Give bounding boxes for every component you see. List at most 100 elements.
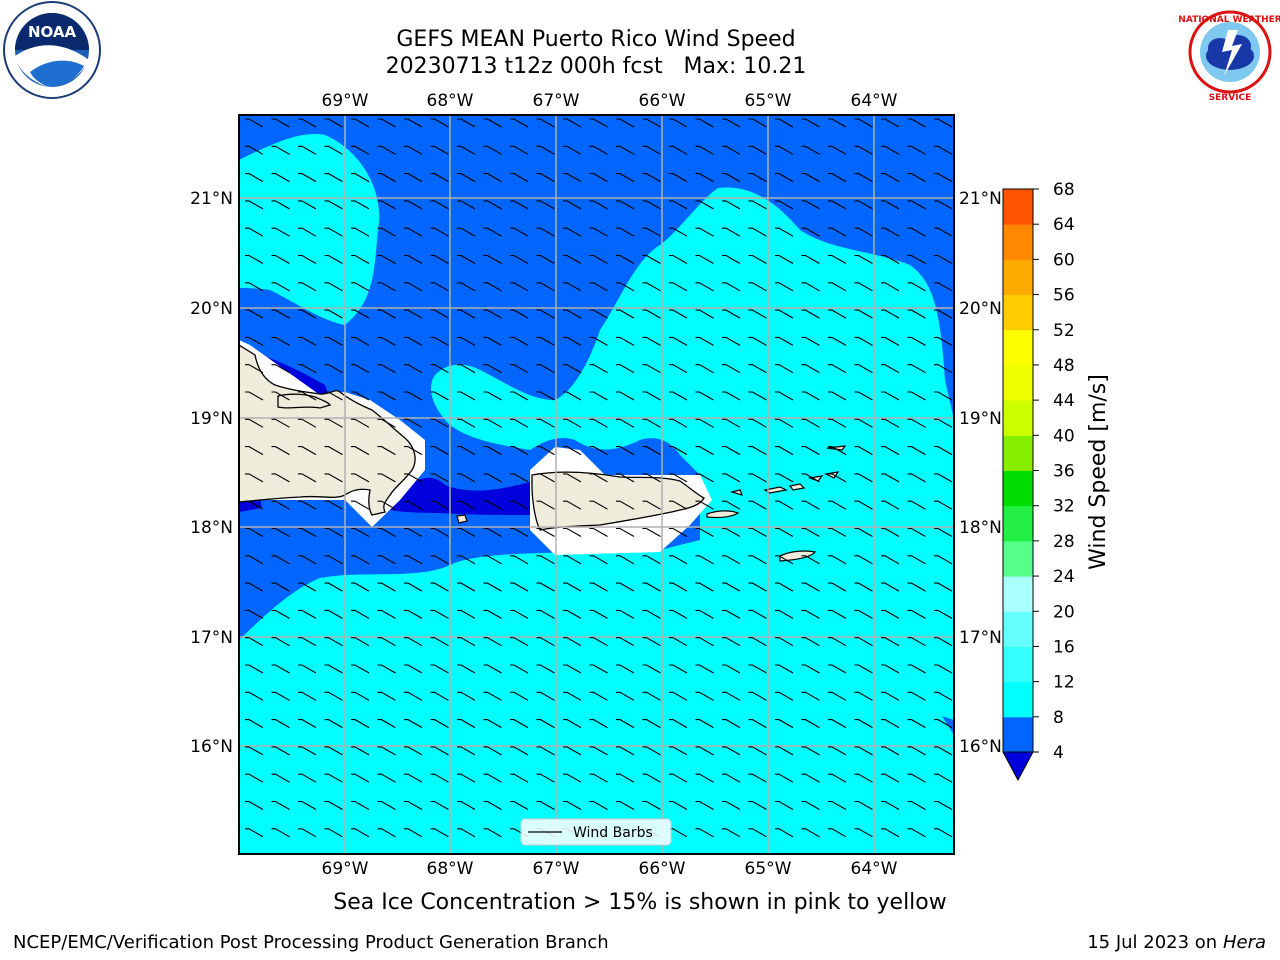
wind-barb bbox=[483, 719, 502, 729]
wind-barb bbox=[351, 473, 370, 483]
wind-barb bbox=[351, 719, 370, 729]
wind-barb bbox=[245, 473, 264, 483]
wind-barb bbox=[324, 500, 343, 510]
wind-barb bbox=[457, 527, 476, 537]
wind-barb bbox=[271, 173, 290, 183]
wind-barb bbox=[324, 254, 343, 264]
wind-barb bbox=[748, 118, 767, 128]
wind-barb bbox=[907, 828, 926, 838]
wind-barb bbox=[616, 200, 635, 210]
wind-barb bbox=[669, 200, 688, 210]
wind-barb bbox=[881, 609, 900, 619]
wind-barb bbox=[589, 800, 608, 810]
st-croix-island bbox=[779, 550, 817, 562]
wind-barb bbox=[377, 227, 396, 237]
wind-barb bbox=[854, 582, 873, 592]
wind-barb bbox=[881, 309, 900, 319]
wind-barb bbox=[536, 527, 555, 537]
wind-barb bbox=[324, 391, 343, 401]
wind-barb bbox=[854, 254, 873, 264]
wind-barb bbox=[881, 473, 900, 483]
wind-barb bbox=[748, 555, 767, 565]
wind-barb bbox=[775, 527, 794, 537]
footer-machine: Hera bbox=[1222, 932, 1266, 953]
wind-barb bbox=[563, 473, 582, 483]
wind-barb bbox=[483, 282, 502, 292]
wind-barb bbox=[245, 828, 264, 838]
wind-barb bbox=[907, 336, 926, 346]
wind-barb bbox=[854, 282, 873, 292]
wind-barb bbox=[430, 473, 449, 483]
wind-barb bbox=[801, 527, 820, 537]
colorbar-tick-label: 8 bbox=[1053, 708, 1064, 728]
lon-label-top: 66°W bbox=[639, 91, 686, 111]
wind-barb bbox=[722, 691, 741, 701]
wind-barb bbox=[404, 254, 423, 264]
wind-barb bbox=[616, 364, 635, 374]
lat-label-right: 18°N bbox=[959, 518, 1002, 538]
wind-barb bbox=[801, 800, 820, 810]
wind-barb bbox=[298, 773, 317, 783]
colorbar-tick-label: 52 bbox=[1053, 321, 1075, 341]
wind-barb bbox=[642, 200, 661, 210]
wind-barb bbox=[483, 227, 502, 237]
wind-barb bbox=[589, 364, 608, 374]
wind-barb bbox=[828, 555, 847, 565]
wind-barb bbox=[881, 446, 900, 456]
wind-barb bbox=[536, 254, 555, 264]
wind-barb bbox=[748, 309, 767, 319]
wind-barb bbox=[430, 773, 449, 783]
wind-barb bbox=[377, 664, 396, 674]
wind-barb bbox=[669, 473, 688, 483]
wind-barb bbox=[536, 637, 555, 647]
wind-barb bbox=[642, 664, 661, 674]
wind-barb bbox=[563, 691, 582, 701]
wind-barb bbox=[483, 200, 502, 210]
colorbar-swatch bbox=[1003, 646, 1033, 683]
vieques-island bbox=[706, 510, 740, 519]
wind-barb bbox=[298, 555, 317, 565]
wind-barb bbox=[298, 664, 317, 674]
wind-barb bbox=[854, 609, 873, 619]
wind-barb bbox=[642, 473, 661, 483]
wind-barb bbox=[748, 719, 767, 729]
wind-barb bbox=[404, 446, 423, 456]
wind-barb bbox=[457, 364, 476, 374]
colorbar-tick-label: 44 bbox=[1053, 391, 1075, 411]
wind-barb bbox=[775, 800, 794, 810]
wind-barb bbox=[298, 227, 317, 237]
wind-barb bbox=[404, 637, 423, 647]
wind-barb bbox=[536, 391, 555, 401]
wind-barb bbox=[722, 828, 741, 838]
wind-barb bbox=[907, 637, 926, 647]
wind-barb bbox=[245, 145, 264, 155]
wind-barb bbox=[457, 391, 476, 401]
wind-barb bbox=[536, 364, 555, 374]
wind-barb bbox=[881, 691, 900, 701]
wind-barb bbox=[377, 336, 396, 346]
wind-barb bbox=[351, 364, 370, 374]
wind-barb bbox=[775, 309, 794, 319]
wind-barb bbox=[801, 719, 820, 729]
wind-barb bbox=[298, 691, 317, 701]
wind-barb bbox=[695, 582, 714, 592]
wind-barb bbox=[351, 118, 370, 128]
wind-barb bbox=[377, 309, 396, 319]
wind-barb bbox=[351, 527, 370, 537]
wind-barb bbox=[854, 309, 873, 319]
wind-barb bbox=[430, 364, 449, 374]
wind-barb bbox=[298, 446, 317, 456]
wind-barb bbox=[616, 418, 635, 428]
wind-barb bbox=[483, 336, 502, 346]
colorbar-swatch bbox=[1003, 189, 1033, 225]
wind-barb bbox=[483, 145, 502, 155]
wind-barb bbox=[616, 254, 635, 264]
wind-barb bbox=[748, 391, 767, 401]
wind-barb bbox=[828, 800, 847, 810]
wind-barb bbox=[298, 118, 317, 128]
wind-barb bbox=[748, 336, 767, 346]
wind-barb bbox=[828, 719, 847, 729]
wind-barb bbox=[695, 473, 714, 483]
wind-barb bbox=[828, 336, 847, 346]
wind-barb bbox=[324, 336, 343, 346]
